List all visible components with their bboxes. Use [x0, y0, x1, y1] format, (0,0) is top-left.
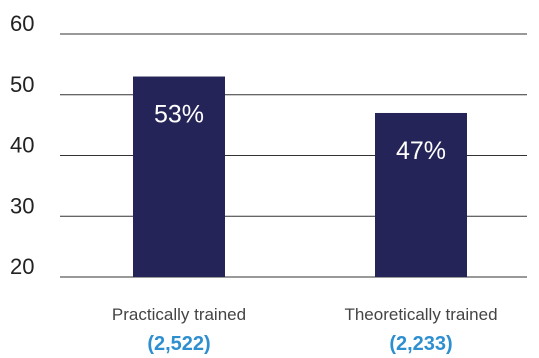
bar-1 — [133, 76, 225, 278]
y-tick-label: 30 — [10, 193, 34, 218]
y-tick-label: 40 — [10, 133, 34, 158]
category-label: Practically trained — [112, 305, 246, 324]
bar-value-label: 47% — [396, 137, 446, 165]
y-axis-tick-labels: 20 30 40 50 60 — [10, 11, 34, 279]
category-count-label: (2,522) — [147, 333, 210, 355]
y-tick-label: 60 — [10, 11, 34, 36]
bar-value-label: 53% — [154, 101, 204, 129]
bars — [133, 76, 467, 278]
bar-2 — [375, 112, 467, 277]
category-labels: Practically trained (2,522) Theoretically … — [112, 305, 498, 355]
bar-value-labels: 53% 47% — [154, 101, 446, 165]
y-tick-label: 50 — [10, 72, 34, 97]
category-label: Theoretically trained — [344, 305, 497, 324]
y-tick-label: 20 — [10, 254, 34, 279]
category-count-label: (2,233) — [389, 333, 452, 355]
